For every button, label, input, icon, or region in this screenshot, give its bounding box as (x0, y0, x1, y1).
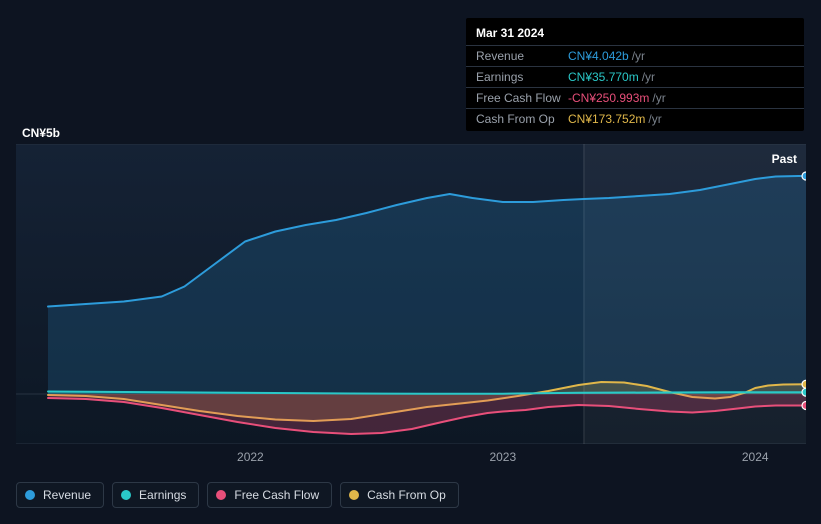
swatch-icon (25, 490, 35, 500)
legend-label: Earnings (139, 488, 186, 502)
past-label: Past (772, 152, 797, 166)
tooltip-label: Cash From Op (476, 112, 568, 126)
tooltip-unit: /yr (642, 70, 655, 84)
legend-item-fcf[interactable]: Free Cash Flow (207, 482, 332, 508)
x-tick-label: 2024 (742, 450, 769, 464)
swatch-icon (121, 490, 131, 500)
y-tick-label: CN¥5b (22, 126, 60, 140)
tooltip-label: Free Cash Flow (476, 91, 568, 105)
financials-chart[interactable] (16, 144, 806, 444)
tooltip-label: Revenue (476, 49, 568, 63)
legend-item-earnings[interactable]: Earnings (112, 482, 199, 508)
legend-item-cfo[interactable]: Cash From Op (340, 482, 459, 508)
tooltip-value: CN¥173.752m (568, 112, 645, 126)
tooltip-value: CN¥35.770m (568, 70, 639, 84)
legend-label: Cash From Op (367, 488, 446, 502)
chart-tooltip: Mar 31 2024 Revenue CN¥4.042b /yr Earnin… (466, 18, 804, 131)
tooltip-date: Mar 31 2024 (466, 23, 804, 45)
x-tick-label: 2023 (489, 450, 516, 464)
tooltip-value: CN¥4.042b (568, 49, 629, 63)
tooltip-unit: /yr (652, 91, 665, 105)
tooltip-unit: /yr (648, 112, 661, 126)
legend: Revenue Earnings Free Cash Flow Cash Fro… (16, 482, 459, 508)
x-tick-label: 2022 (237, 450, 264, 464)
tooltip-label: Earnings (476, 70, 568, 84)
swatch-icon (216, 490, 226, 500)
swatch-icon (349, 490, 359, 500)
legend-label: Free Cash Flow (234, 488, 319, 502)
tooltip-value: -CN¥250.993m (568, 91, 649, 105)
tooltip-unit: /yr (632, 49, 645, 63)
legend-label: Revenue (43, 488, 91, 502)
tooltip-row: Earnings CN¥35.770m /yr (466, 66, 804, 87)
tooltip-row: Revenue CN¥4.042b /yr (466, 45, 804, 66)
legend-item-revenue[interactable]: Revenue (16, 482, 104, 508)
tooltip-row: Cash From Op CN¥173.752m /yr (466, 108, 804, 129)
tooltip-row: Free Cash Flow -CN¥250.993m /yr (466, 87, 804, 108)
